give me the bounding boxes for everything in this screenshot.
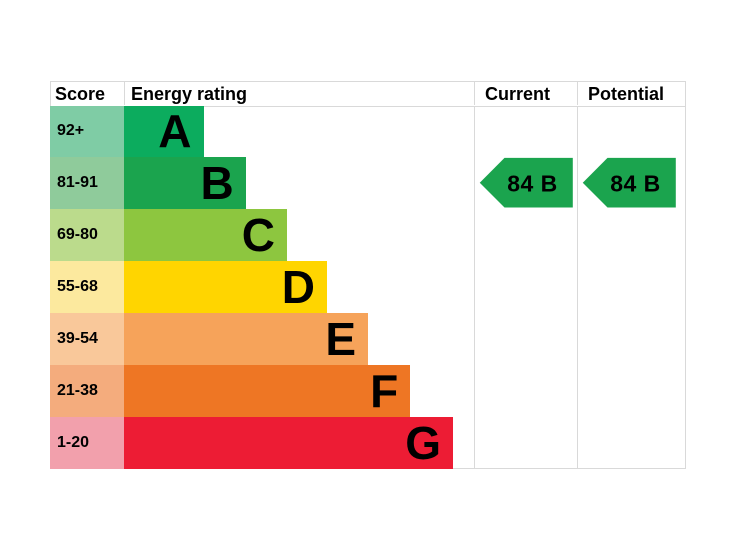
svg-text:84 B: 84 B: [610, 171, 661, 197]
svg-text:84 B: 84 B: [507, 171, 558, 197]
